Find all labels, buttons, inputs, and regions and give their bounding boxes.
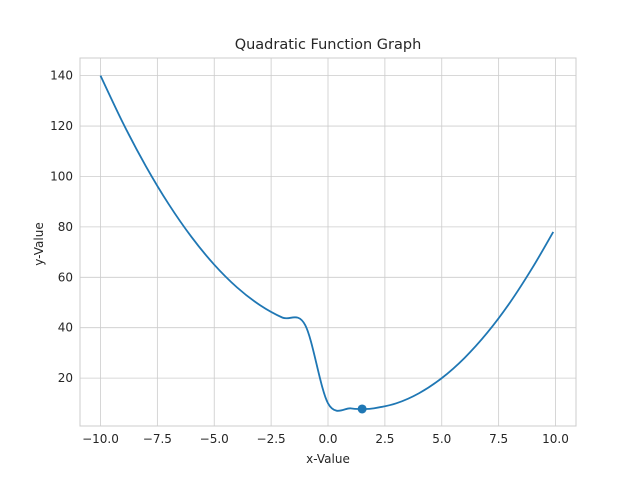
x-axis-label: x-Value (306, 452, 350, 466)
x-tick-label: 2.5 (375, 432, 394, 446)
chart-marks (99, 75, 555, 414)
y-tick-label: 40 (58, 321, 73, 335)
grid (80, 58, 576, 426)
y-tick-label: 20 (58, 371, 73, 385)
x-tick-label: 0.0 (318, 432, 337, 446)
y-tick-label: 60 (58, 270, 73, 284)
x-tick-label: −5.0 (200, 432, 229, 446)
series-line (99, 75, 555, 412)
y-tick-label: 120 (50, 119, 73, 133)
x-tick-label: 10.0 (542, 432, 569, 446)
y-axis-ticks: 20 40 60 80 100 120 140 (50, 69, 73, 385)
y-axis-label: y-Value (32, 222, 46, 265)
vertex-point (357, 404, 367, 414)
chart-title: Quadratic Function Graph (235, 37, 422, 53)
y-tick-label: 100 (50, 169, 73, 183)
x-tick-label: −2.5 (257, 432, 286, 446)
y-tick-label: 140 (50, 69, 73, 83)
x-tick-label: −10.0 (82, 432, 119, 446)
x-tick-label: 5.0 (432, 432, 451, 446)
y-tick-label: 80 (58, 220, 73, 234)
x-tick-label: 7.5 (489, 432, 508, 446)
x-tick-label: −7.5 (143, 432, 172, 446)
x-axis-ticks: −10.0 −7.5 −5.0 −2.5 0.0 2.5 5.0 7.5 10.0 (82, 432, 569, 446)
